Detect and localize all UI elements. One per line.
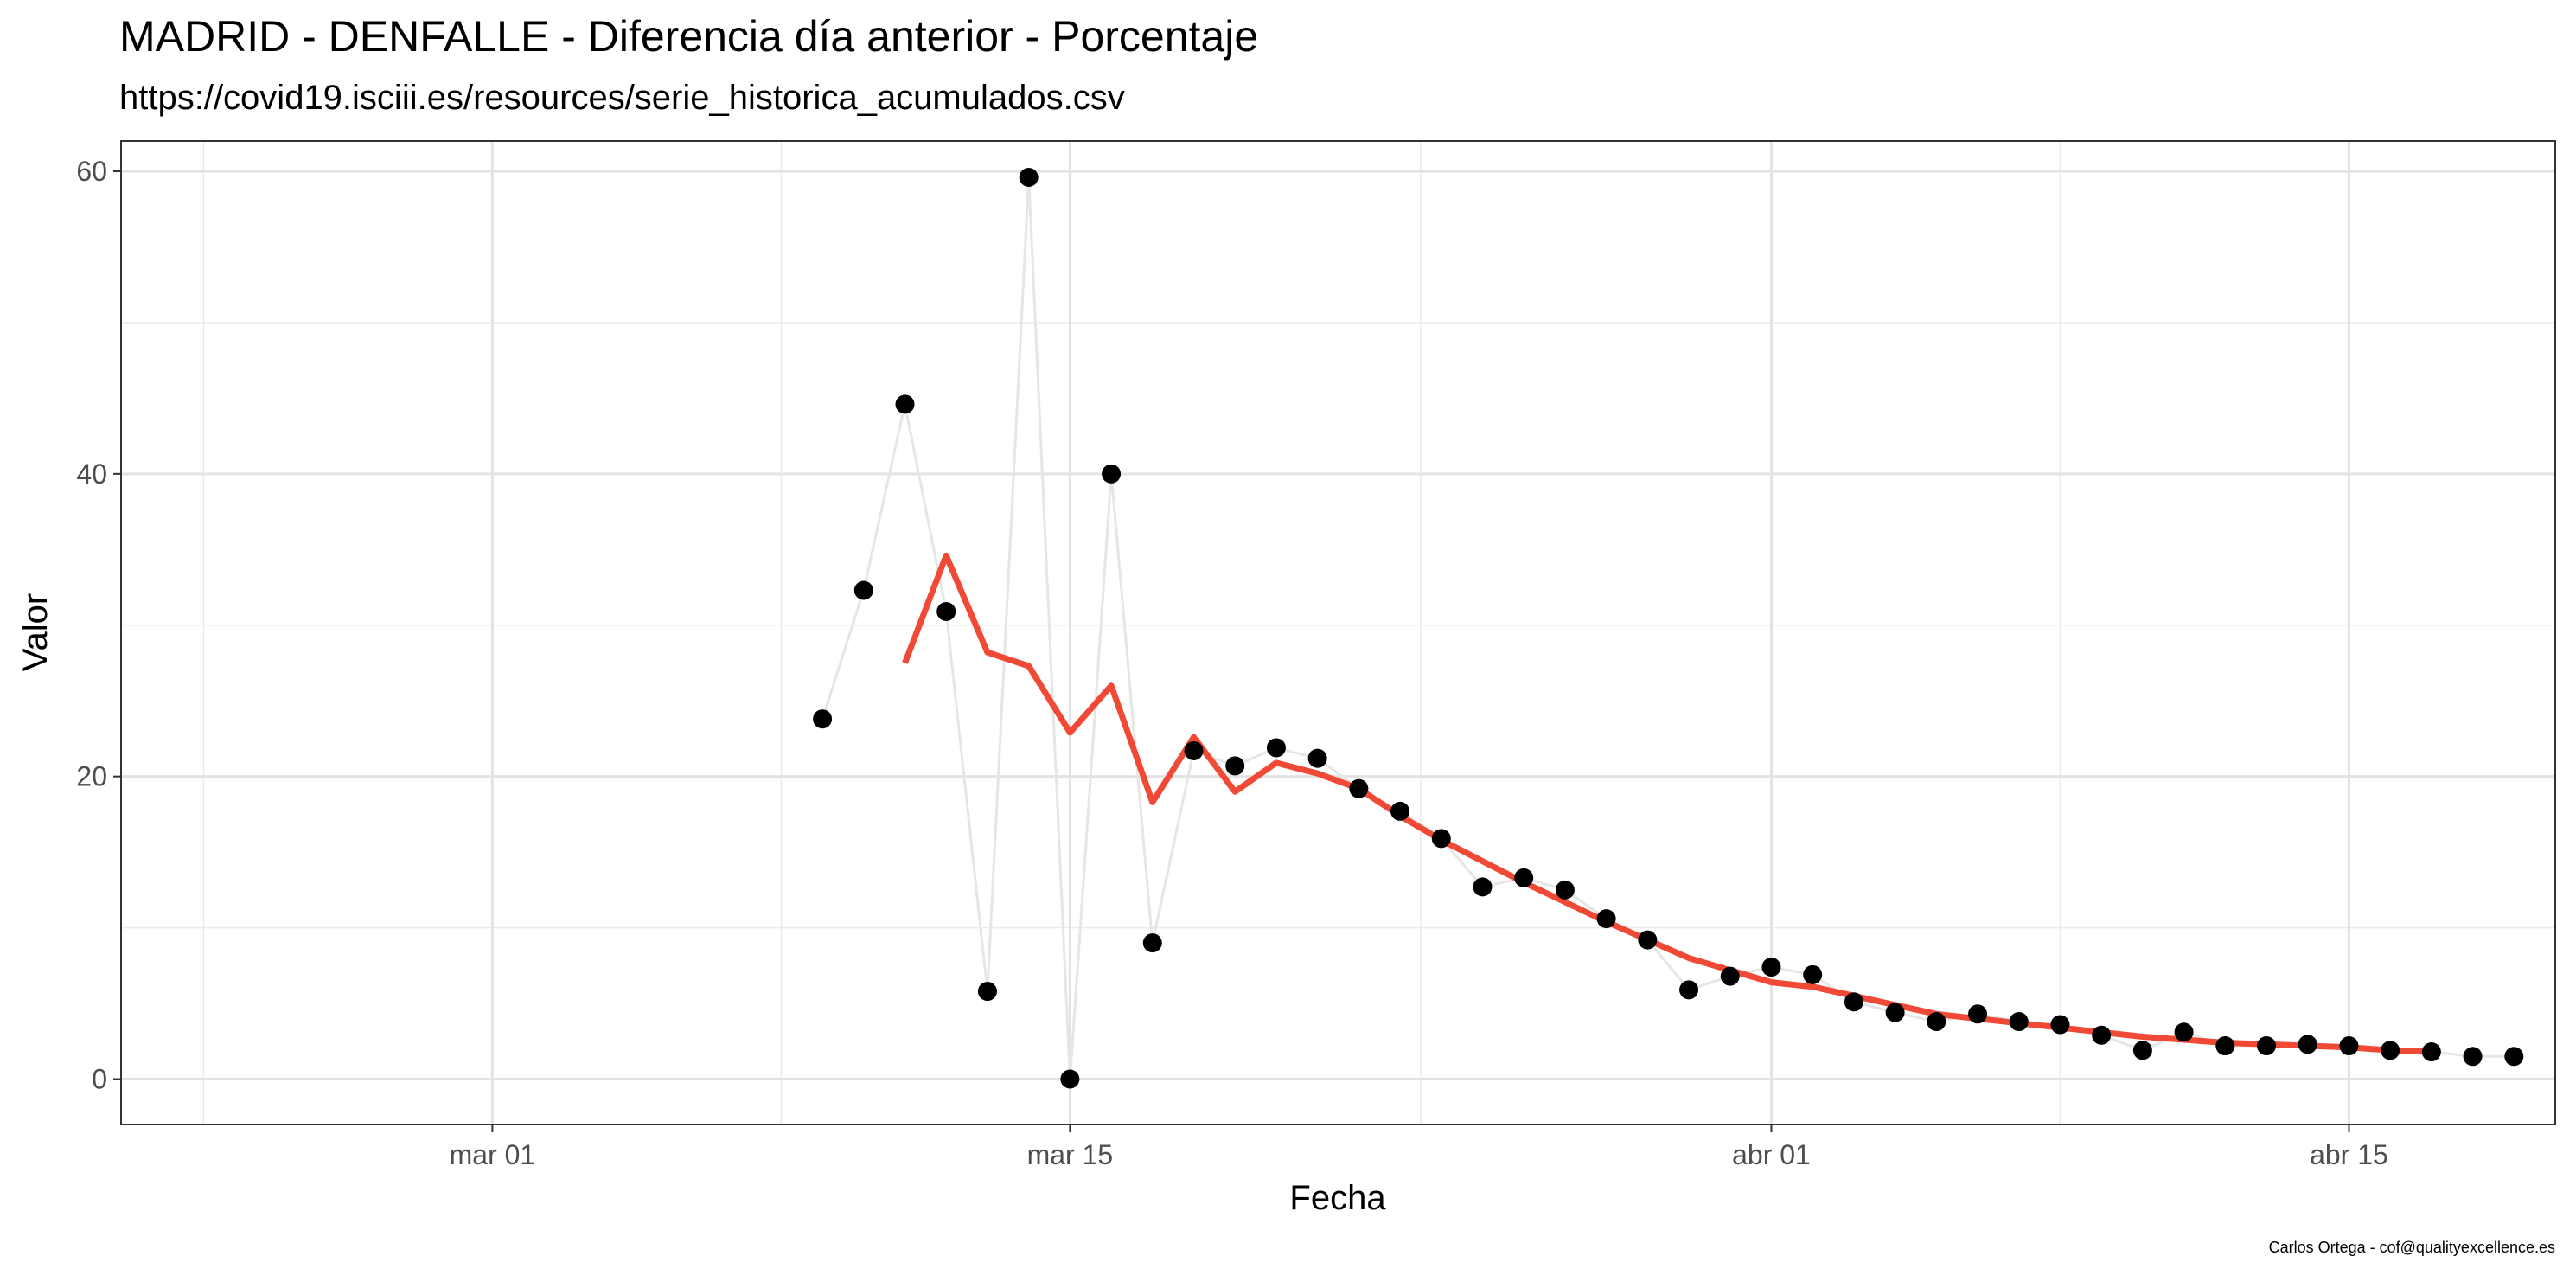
x-axis: mar 01 mar 15 abr 01 abr 15 (450, 1124, 2388, 1170)
data-point (2421, 1042, 2441, 1062)
data-point (895, 394, 915, 414)
raw-series-line (821, 176, 2515, 1080)
y-axis-title: Valor (16, 593, 54, 671)
data-point (2339, 1036, 2359, 1056)
data-point (2132, 1041, 2152, 1060)
y-tick-label: 20 (76, 761, 107, 792)
data-point (936, 602, 956, 622)
data-point (1473, 877, 1493, 897)
panel-border (120, 140, 2556, 1125)
data-point (1596, 909, 1616, 929)
data-point (1679, 980, 1699, 1000)
data-point (2504, 1047, 2524, 1067)
x-tick-label: mar 01 (450, 1139, 536, 1170)
y-tick-label: 40 (76, 458, 107, 490)
data-point (1019, 167, 1039, 187)
data-point (813, 709, 833, 729)
data-point (2092, 1025, 2112, 1045)
data-point (1720, 966, 1740, 986)
data-point (1555, 880, 1575, 900)
data-point (2050, 1015, 2070, 1035)
smoothed-line-path (902, 552, 2432, 1055)
data-point (853, 580, 873, 600)
data-point (2257, 1036, 2277, 1056)
data-point (2463, 1047, 2483, 1067)
raw-line-path (821, 176, 2515, 1080)
data-point (1142, 933, 1162, 953)
data-point (1060, 1069, 1080, 1089)
data-point (1225, 756, 1245, 776)
data-point (1885, 1003, 1905, 1022)
data-point (1390, 801, 1410, 821)
grid (121, 141, 2555, 1124)
chart-subtitle: https://covid19.isciii.es/resources/seri… (119, 79, 1125, 117)
data-point (2009, 1012, 2029, 1032)
data-point (1803, 964, 1823, 984)
data-point (1844, 992, 1863, 1012)
x-axis-title: Fecha (1289, 1179, 1386, 1217)
data-point (1638, 930, 1658, 950)
data-point (1968, 1004, 1988, 1024)
x-tick-label: abr 01 (1732, 1139, 1811, 1170)
data-point (2174, 1022, 2194, 1042)
y-tick-label: 0 (92, 1064, 107, 1095)
data-point (977, 982, 997, 1002)
data-point (1184, 740, 1204, 760)
data-point (1431, 829, 1451, 849)
chart-title: MADRID - DENFALLE - Diferencia día anter… (119, 12, 1258, 61)
data-point (1927, 1012, 1946, 1032)
data-point (2215, 1036, 2235, 1056)
data-point (1307, 748, 1327, 768)
data-point (1349, 778, 1369, 798)
data-point (2298, 1035, 2317, 1054)
y-axis: 0 20 40 60 (76, 156, 121, 1095)
caption: Carlos Ortega - cof@qualityexcellence.es (2269, 1239, 2555, 1256)
x-tick-label: abr 15 (2310, 1139, 2388, 1170)
data-point (1514, 868, 1534, 887)
x-tick-label: mar 15 (1027, 1139, 1114, 1170)
y-tick-label: 60 (76, 156, 107, 187)
data-point (1761, 958, 1781, 977)
data-point (1266, 738, 1286, 758)
data-point (1102, 464, 1122, 484)
data-points (813, 167, 2524, 1089)
data-point (2381, 1041, 2400, 1060)
smoothed-series-line (902, 552, 2432, 1055)
